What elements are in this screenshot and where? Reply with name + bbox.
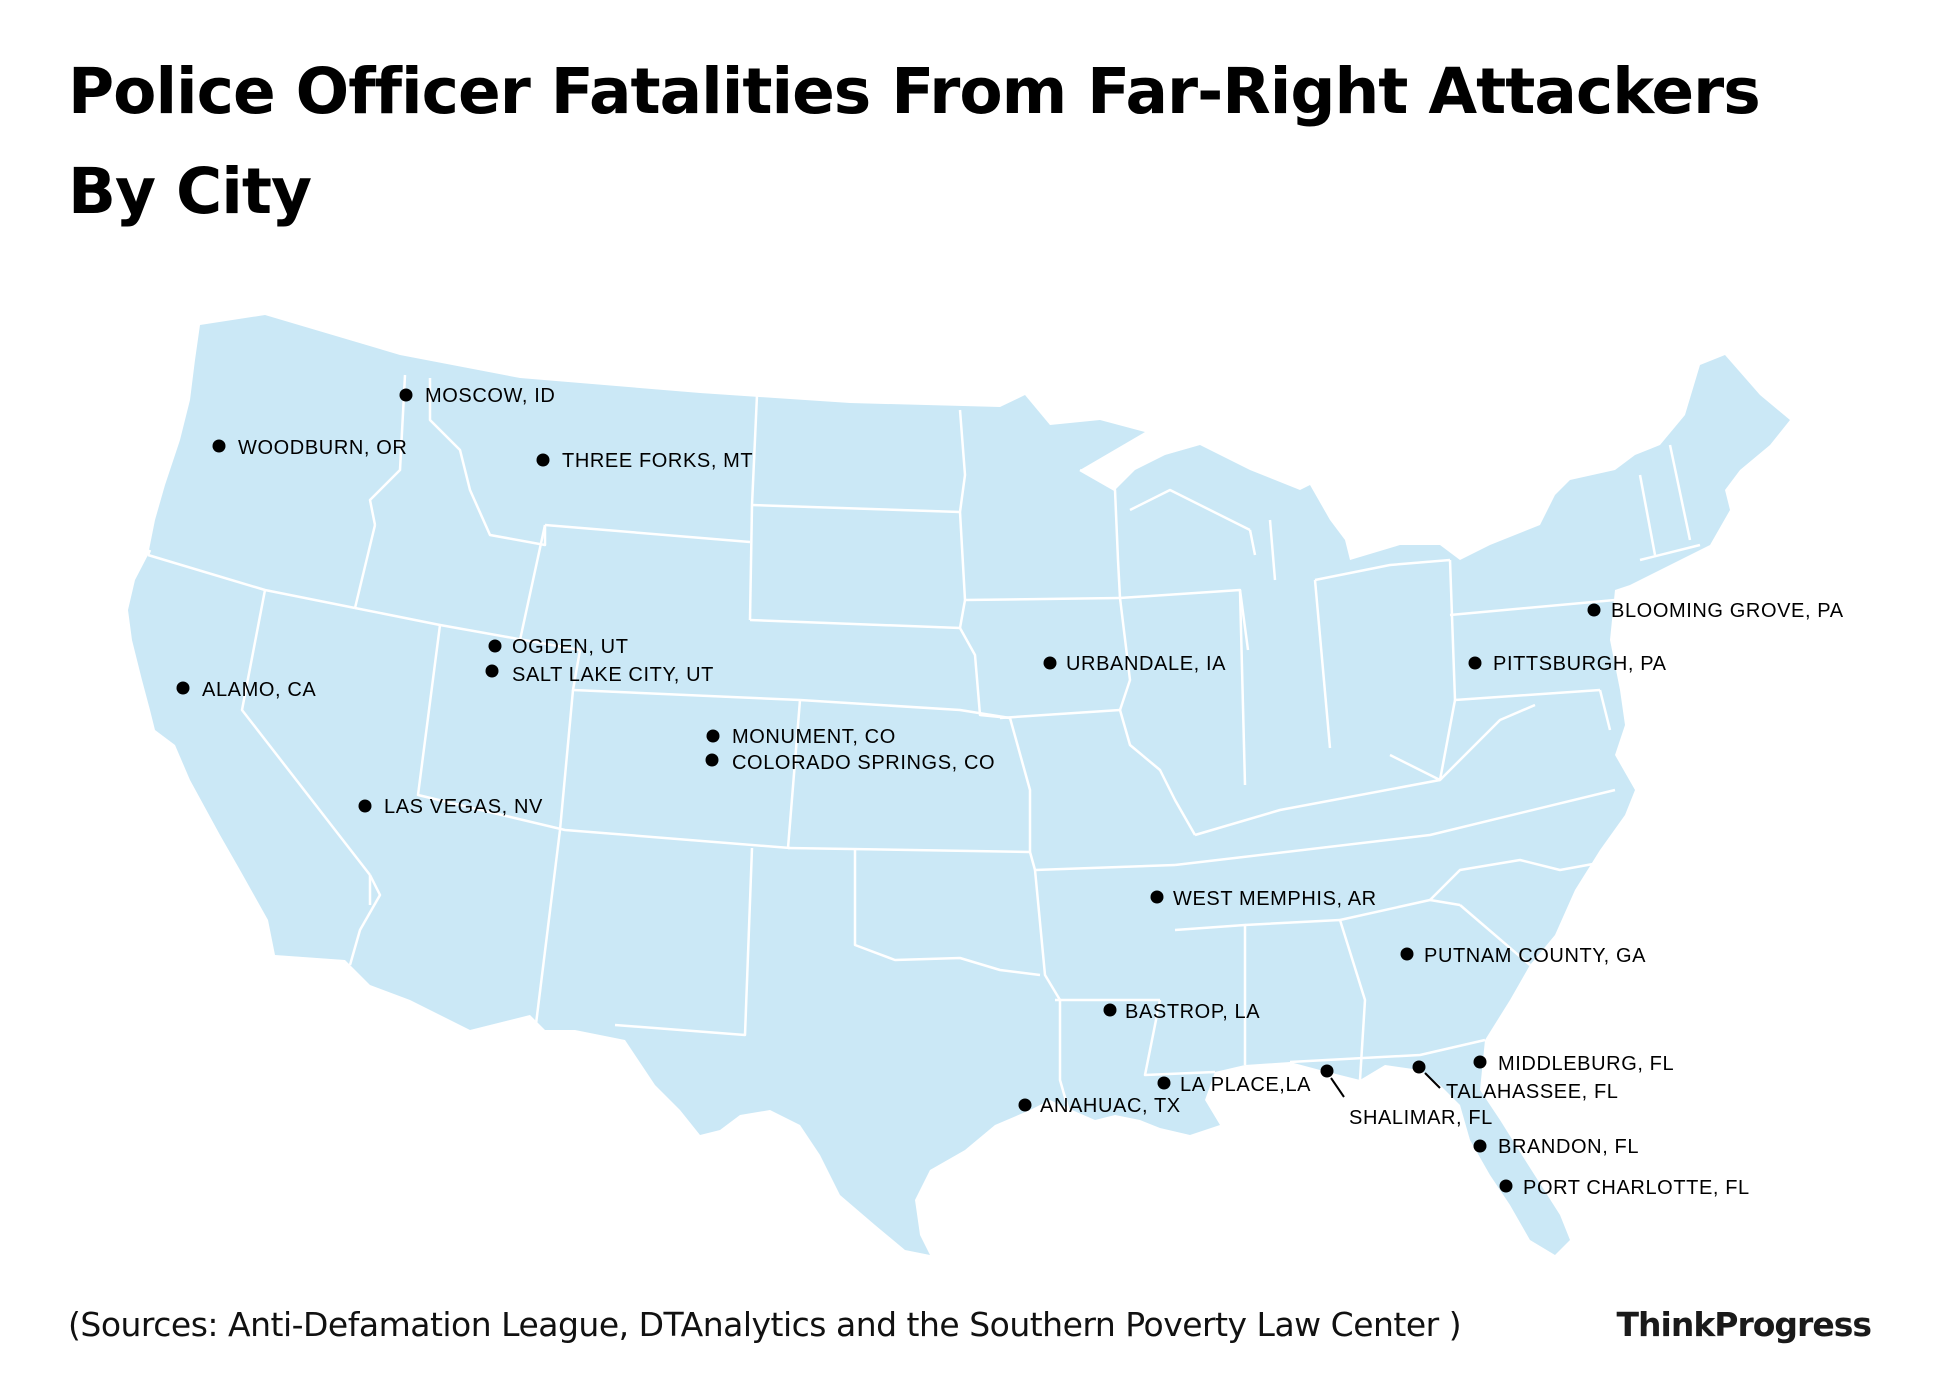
city-marker-urbandale-ia[interactable]: URBANDALE, IA bbox=[1043, 653, 1227, 675]
us-landmass bbox=[128, 315, 1790, 1255]
city-dot bbox=[705, 753, 719, 767]
city-dot bbox=[212, 439, 226, 453]
city-marker-west-memphis-ar[interactable]: WEST MEMPHIS, AR bbox=[1150, 888, 1377, 910]
city-label: MOSCOW, ID bbox=[425, 385, 555, 407]
city-marker-colorado-springs-co[interactable]: COLORADO SPRINGS, CO bbox=[705, 752, 996, 774]
city-dot bbox=[485, 664, 499, 678]
city-label: TALAHASSEE, FL bbox=[1446, 1081, 1619, 1103]
title-line-1: Police Officer Fatalities From Far-Right… bbox=[68, 55, 1761, 128]
city-marker-pittsburgh-pa[interactable]: PITTSBURGH, PA bbox=[1468, 653, 1667, 675]
city-marker-woodburn-or[interactable]: WOODBURN, OR bbox=[212, 437, 408, 459]
city-marker-moscow-id[interactable]: MOSCOW, ID bbox=[399, 385, 556, 407]
city-marker-blooming-grove-pa[interactable]: BLOOMING GROVE, PA bbox=[1587, 600, 1844, 622]
city-marker-las-vegas-nv[interactable]: LAS VEGAS, NV bbox=[358, 796, 544, 818]
city-label: LA PLACE,LA bbox=[1180, 1074, 1311, 1096]
city-marker-brandon-fl[interactable]: BRANDON, FL bbox=[1473, 1136, 1640, 1158]
city-label: ANAHUAC, TX bbox=[1040, 1095, 1181, 1117]
city-dot bbox=[358, 799, 372, 813]
city-marker-three-forks-mt[interactable]: THREE FORKS, MT bbox=[536, 450, 754, 472]
city-dot bbox=[1157, 1076, 1171, 1090]
city-dot bbox=[1473, 1055, 1487, 1069]
city-dot bbox=[1473, 1139, 1487, 1153]
city-dot bbox=[706, 729, 720, 743]
city-label: PITTSBURGH, PA bbox=[1493, 653, 1667, 675]
city-dot bbox=[1499, 1179, 1513, 1193]
city-label: WOODBURN, OR bbox=[238, 437, 407, 459]
city-dot bbox=[176, 681, 190, 695]
city-dot bbox=[536, 453, 550, 467]
city-dot bbox=[399, 388, 413, 402]
title-line-2: By City bbox=[68, 155, 312, 228]
city-marker-talahassee-fl[interactable]: TALAHASSEE, FL bbox=[1412, 1060, 1619, 1104]
label-leader-line bbox=[1330, 1077, 1345, 1098]
city-label: SALT LAKE CITY, UT bbox=[512, 664, 714, 686]
city-dot bbox=[1587, 603, 1601, 617]
city-label: COLORADO SPRINGS, CO bbox=[732, 752, 995, 774]
city-marker-alamo-ca[interactable]: ALAMO, CA bbox=[176, 679, 317, 701]
city-dot bbox=[488, 639, 502, 653]
city-dot bbox=[1320, 1064, 1334, 1078]
city-label: LAS VEGAS, NV bbox=[384, 796, 543, 818]
city-dot bbox=[1043, 656, 1057, 670]
city-marker-monument-co[interactable]: MONUMENT, CO bbox=[706, 726, 896, 748]
city-marker-la-place-la[interactable]: LA PLACE,LA bbox=[1157, 1074, 1312, 1096]
city-marker-ogden-ut[interactable]: OGDEN, UT bbox=[488, 636, 629, 658]
city-dot bbox=[1468, 656, 1482, 670]
city-label: MIDDLEBURG, FL bbox=[1498, 1053, 1674, 1075]
city-label: URBANDALE, IA bbox=[1066, 653, 1226, 675]
city-label: BLOOMING GROVE, PA bbox=[1611, 600, 1844, 622]
city-label: BRANDON, FL bbox=[1498, 1136, 1639, 1158]
city-label: PORT CHARLOTTE, FL bbox=[1523, 1177, 1750, 1199]
city-label: MONUMENT, CO bbox=[732, 726, 896, 748]
city-dot bbox=[1150, 890, 1164, 904]
state-borders bbox=[146, 374, 1716, 1116]
city-dot bbox=[1412, 1060, 1426, 1074]
city-marker-putnam-county-ga[interactable]: PUTNAM COUNTY, GA bbox=[1400, 945, 1647, 967]
city-label: SHALIMAR, FL bbox=[1349, 1107, 1493, 1129]
city-label: WEST MEMPHIS, AR bbox=[1173, 888, 1377, 910]
city-marker-middleburg-fl[interactable]: MIDDLEBURG, FL bbox=[1473, 1053, 1675, 1075]
city-label: BASTROP, LA bbox=[1125, 1001, 1260, 1023]
city-label: OGDEN, UT bbox=[512, 636, 629, 658]
city-label: THREE FORKS, MT bbox=[562, 450, 753, 472]
source-note: (Sources: Anti-Defamation League, DTAnal… bbox=[68, 1305, 1462, 1344]
city-label: PUTNAM COUNTY, GA bbox=[1424, 945, 1646, 967]
label-leader-line bbox=[1424, 1072, 1441, 1089]
city-markers: MOSCOW, ID WOODBURN, OR THREE FORKS, MT … bbox=[176, 385, 1844, 1199]
city-marker-shalimar-fl[interactable]: SHALIMAR, FL bbox=[1320, 1064, 1493, 1130]
brand-logo: ThinkProgress bbox=[1616, 1305, 1872, 1344]
city-dot bbox=[1400, 947, 1414, 961]
city-marker-port-charlotte-fl[interactable]: PORT CHARLOTTE, FL bbox=[1499, 1177, 1750, 1199]
city-dot bbox=[1103, 1003, 1117, 1017]
map-title: Police Officer Fatalities From Far-Right… bbox=[68, 42, 1868, 242]
city-marker-salt-lake-city-ut[interactable]: SALT LAKE CITY, UT bbox=[485, 664, 714, 686]
city-dot bbox=[1018, 1098, 1032, 1112]
city-marker-bastrop-la[interactable]: BASTROP, LA bbox=[1103, 1001, 1261, 1023]
city-marker-anahuac-tx[interactable]: ANAHUAC, TX bbox=[1018, 1095, 1181, 1117]
city-label: ALAMO, CA bbox=[202, 679, 316, 701]
